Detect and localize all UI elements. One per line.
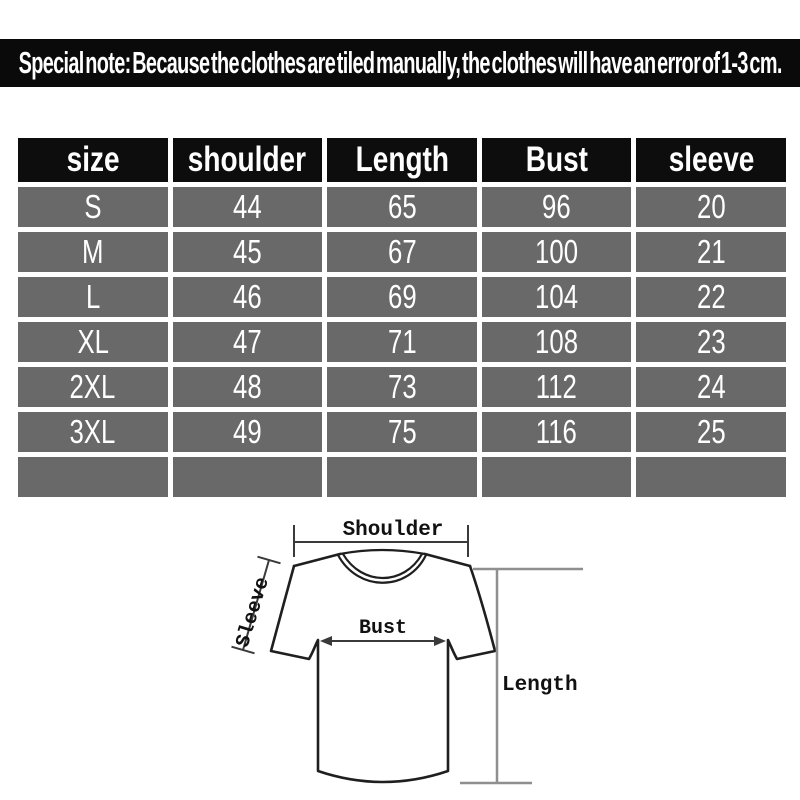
table-cell: 23 bbox=[636, 322, 786, 362]
table-cell: 108 bbox=[481, 322, 632, 362]
table-cell: 2XL bbox=[18, 367, 168, 407]
special-note-banner: Special note: Because the clothes are ti… bbox=[0, 39, 800, 87]
table-cell: 73 bbox=[327, 367, 477, 407]
table-cell: M bbox=[18, 232, 168, 272]
table-cell: 22 bbox=[636, 277, 786, 317]
bust-dimension-line bbox=[320, 636, 446, 646]
table-cell: XL bbox=[18, 322, 168, 362]
header-cell-length: Length bbox=[327, 138, 477, 182]
special-note-text: Special note: Because the clothes are ti… bbox=[18, 45, 782, 80]
shoulder-dimension-line bbox=[293, 525, 469, 557]
table-cell: 116 bbox=[481, 412, 632, 452]
table-cell: 20 bbox=[636, 187, 786, 227]
length-dimension-line bbox=[460, 567, 583, 785]
empty-cell bbox=[327, 457, 477, 497]
dimension-label-shoulder: Shoulder bbox=[343, 519, 444, 542]
empty-cell bbox=[18, 457, 168, 497]
table-cell: 44 bbox=[172, 187, 323, 227]
empty-cell bbox=[481, 457, 632, 497]
table-cell: 45 bbox=[172, 232, 323, 272]
header-cell-bust: Bust bbox=[481, 138, 632, 182]
table-cell: 100 bbox=[481, 232, 632, 272]
table-cell: L bbox=[18, 277, 168, 317]
table-cell: 112 bbox=[481, 367, 632, 407]
table-cell: 49 bbox=[172, 412, 323, 452]
sleeve-dimension-line bbox=[231, 555, 281, 655]
table-cell: 67 bbox=[327, 232, 477, 272]
table-cell: 104 bbox=[481, 277, 632, 317]
tshirt-measurement-diagram: Shoulder Sleeve Bust Length bbox=[231, 519, 583, 785]
header-cell-sleeve: sleeve bbox=[636, 138, 786, 182]
table-cell: 3XL bbox=[18, 412, 168, 452]
table-cell: 48 bbox=[172, 367, 323, 407]
tshirt-outline bbox=[269, 548, 497, 784]
table-cell: 21 bbox=[636, 232, 786, 272]
header-cell-shoulder: shoulder bbox=[172, 138, 323, 182]
table-cell: 47 bbox=[172, 322, 323, 362]
table-cell: 65 bbox=[327, 187, 477, 227]
empty-cell bbox=[636, 457, 786, 497]
empty-cell bbox=[172, 457, 323, 497]
header-cell-size: size bbox=[18, 138, 168, 182]
table-cell: 25 bbox=[636, 412, 786, 452]
table-cell: 24 bbox=[636, 367, 786, 407]
table-cell: 46 bbox=[172, 277, 323, 317]
dimension-label-sleeve: Sleeve bbox=[232, 575, 275, 651]
dimension-label-length: Length bbox=[502, 674, 578, 697]
table-cell: 69 bbox=[327, 277, 477, 317]
table-cell: 71 bbox=[327, 322, 477, 362]
table-cell: S bbox=[18, 187, 168, 227]
dimension-label-bust: Bust bbox=[359, 617, 407, 640]
size-chart-table: size shoulder Length Bust sleeve S 44 65… bbox=[18, 138, 786, 497]
table-cell: 75 bbox=[327, 412, 477, 452]
table-cell: 96 bbox=[481, 187, 632, 227]
